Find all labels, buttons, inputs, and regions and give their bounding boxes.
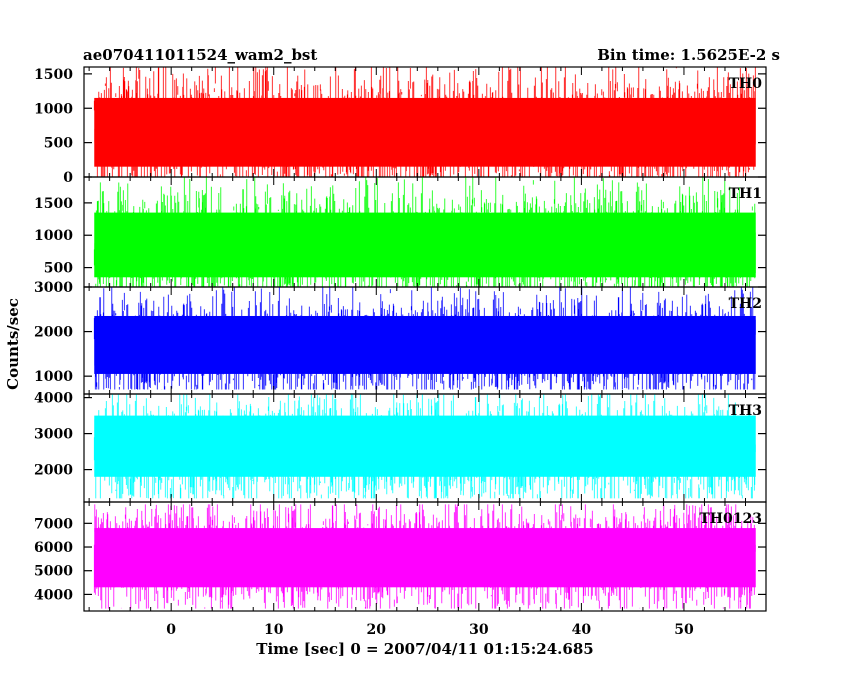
y-tick-label: 1000 <box>34 101 73 117</box>
y-tick-label: 2000 <box>34 325 73 341</box>
y-tick-label: 1500 <box>34 67 73 83</box>
panel-th0: 0 500 1000 1500 TH0 <box>34 66 767 186</box>
x-tick-label: 0 <box>166 622 176 638</box>
x-tick-label: 30 <box>469 622 489 638</box>
panel-label-th3: TH3 <box>729 403 762 419</box>
panels-group: 050010001500TH050010001500TH110002000300… <box>34 66 767 638</box>
series-th0123 <box>93 504 756 609</box>
series-th2 <box>93 287 756 390</box>
y-tick-label: 6000 <box>34 540 73 556</box>
panel-label-th0: TH0 <box>729 76 763 92</box>
y-tick-label: 3000 <box>34 280 73 296</box>
panel-frame <box>83 501 767 612</box>
y-tick-label: 7000 <box>34 516 73 532</box>
panel-th2: 1000 2000 3000 TH2 <box>34 280 767 395</box>
y-tick-label: 3000 <box>34 427 73 443</box>
panel-th1: 500 1000 1500 TH1 <box>34 176 767 288</box>
y-tick-label: 500 <box>44 261 73 277</box>
panel-label-th1: TH1 <box>729 186 762 202</box>
x-axis-label: Time [sec] 0 = 2007/04/11 01:15:24.685 <box>256 640 593 658</box>
x-tick-label: 40 <box>572 622 592 638</box>
y-tick-label: 500 <box>44 136 73 152</box>
y-tick-label: 5000 <box>34 564 73 580</box>
x-tick-label: 10 <box>264 622 284 638</box>
y-axis-label: Counts/sec <box>4 298 22 390</box>
panel-th0123: 4000 5000 6000 7000 TH0123 <box>34 501 767 612</box>
y-tick-label: 4000 <box>34 391 73 407</box>
panel-th3: 2000 3000 4000 TH3 <box>34 391 767 503</box>
y-tick-label: 2000 <box>34 463 73 479</box>
y-tick-label: 1500 <box>34 196 73 212</box>
chart-title-left: ae070411011524_wam2_bst <box>83 46 317 64</box>
x-tick-label: 50 <box>674 622 694 638</box>
series-th1 <box>93 177 756 287</box>
series-th0 <box>93 67 756 177</box>
x-tick-label: 20 <box>367 622 387 638</box>
chart-title-right: Bin time: 1.5625E-2 s <box>597 46 780 64</box>
series-th3 <box>93 394 756 499</box>
panel-label-th2: TH2 <box>729 296 762 312</box>
y-tick-label: 4000 <box>34 587 73 603</box>
y-tick-label: 1000 <box>34 369 73 385</box>
y-tick-label: 1000 <box>34 228 73 244</box>
panel-label-th0123: TH0123 <box>699 511 762 527</box>
y-tick-label: 0 <box>63 170 73 186</box>
